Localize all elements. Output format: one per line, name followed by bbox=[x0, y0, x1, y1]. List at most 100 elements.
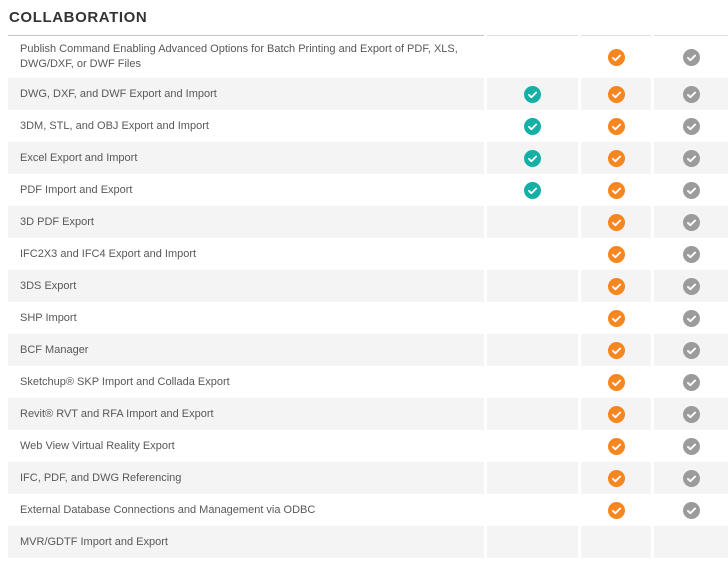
check-cell-column-3 bbox=[654, 430, 728, 462]
feature-cell: Publish Command Enabling Advanced Option… bbox=[8, 36, 484, 78]
check-circle-gray-icon bbox=[682, 501, 700, 519]
table-row: Web View Virtual Reality Export bbox=[8, 430, 728, 462]
feature-cell: External Database Connections and Manage… bbox=[8, 494, 484, 526]
check-cell-column-3 bbox=[654, 110, 728, 142]
feature-cell: IFC, PDF, and DWG Referencing bbox=[8, 462, 484, 494]
feature-label: MVR/GDTF Import and Export bbox=[20, 535, 168, 548]
feature-cell: IFC2X3 and IFC4 Export and Import bbox=[8, 238, 484, 270]
check-cell-column-1 bbox=[487, 302, 578, 334]
check-cell-column-1 bbox=[487, 398, 578, 430]
check-cell-column-2 bbox=[581, 36, 651, 78]
feature-label: DWG, DXF, and DWF Export and Import bbox=[20, 87, 217, 100]
feature-label: SHP Import bbox=[20, 311, 77, 324]
table-row: PDF Import and Export bbox=[8, 174, 728, 206]
table-body: Publish Command Enabling Advanced Option… bbox=[8, 36, 728, 558]
check-circle-orange-icon bbox=[607, 245, 625, 263]
check-circle-gray-icon bbox=[682, 373, 700, 391]
check-cell-column-3 bbox=[654, 270, 728, 302]
check-circle-orange-icon bbox=[607, 149, 625, 167]
table-row: MVR/GDTF Import and Export bbox=[8, 526, 728, 558]
check-circle-orange-icon bbox=[607, 469, 625, 487]
feature-table: Publish Command Enabling Advanced Option… bbox=[8, 35, 728, 558]
check-cell-column-3 bbox=[654, 494, 728, 526]
check-cell-column-3 bbox=[654, 398, 728, 430]
check-circle-teal-icon bbox=[524, 181, 541, 199]
check-circle-orange-icon bbox=[607, 85, 625, 103]
check-cell-column-1 bbox=[487, 142, 578, 174]
check-circle-gray-icon bbox=[682, 149, 700, 167]
check-cell-column-3 bbox=[654, 142, 728, 174]
check-cell-column-3 bbox=[654, 174, 728, 206]
header-divider-column-2 bbox=[581, 35, 651, 36]
check-circle-gray-icon bbox=[682, 85, 700, 103]
check-cell-column-1 bbox=[487, 78, 578, 110]
table-row: SHP Import bbox=[8, 302, 728, 334]
feature-label: PDF Import and Export bbox=[20, 183, 133, 196]
check-cell-column-1 bbox=[487, 110, 578, 142]
check-cell-column-2 bbox=[581, 398, 651, 430]
check-circle-orange-icon bbox=[607, 341, 625, 359]
feature-label: 3DM, STL, and OBJ Export and Import bbox=[20, 119, 209, 132]
check-cell-column-2 bbox=[581, 142, 651, 174]
check-circle-gray-icon bbox=[682, 469, 700, 487]
check-cell-column-1 bbox=[487, 36, 578, 78]
check-circle-orange-icon bbox=[607, 213, 625, 231]
table-row: Sketchup® SKP Import and Collada Export bbox=[8, 366, 728, 398]
check-cell-column-2 bbox=[581, 526, 651, 558]
table-row: Revit® RVT and RFA Import and Export bbox=[8, 398, 728, 430]
feature-cell: Excel Export and Import bbox=[8, 142, 484, 174]
table-row: Excel Export and Import bbox=[8, 142, 728, 174]
table-row: External Database Connections and Manage… bbox=[8, 494, 728, 526]
feature-cell: Sketchup® SKP Import and Collada Export bbox=[8, 366, 484, 398]
feature-label: Revit® RVT and RFA Import and Export bbox=[20, 407, 214, 420]
feature-label: Excel Export and Import bbox=[20, 151, 138, 164]
feature-label: 3D PDF Export bbox=[20, 215, 94, 228]
check-cell-column-3 bbox=[654, 238, 728, 270]
check-cell-column-1 bbox=[487, 494, 578, 526]
check-cell-column-2 bbox=[581, 110, 651, 142]
check-cell-column-2 bbox=[581, 78, 651, 110]
check-cell-column-1 bbox=[487, 334, 578, 366]
feature-cell: MVR/GDTF Import and Export bbox=[8, 526, 484, 558]
check-circle-orange-icon bbox=[607, 405, 625, 423]
check-cell-column-3 bbox=[654, 462, 728, 494]
check-circle-orange-icon bbox=[607, 277, 625, 295]
header-divider-feature bbox=[8, 35, 484, 36]
table-row: 3DS Export bbox=[8, 270, 728, 302]
check-circle-orange-icon bbox=[607, 309, 625, 327]
check-circle-gray-icon bbox=[682, 48, 700, 66]
check-cell-column-1 bbox=[487, 526, 578, 558]
table-row: Publish Command Enabling Advanced Option… bbox=[8, 36, 728, 78]
check-cell-column-1 bbox=[487, 206, 578, 238]
check-cell-column-2 bbox=[581, 494, 651, 526]
feature-cell: BCF Manager bbox=[8, 334, 484, 366]
check-cell-column-2 bbox=[581, 174, 651, 206]
check-circle-orange-icon bbox=[607, 181, 625, 199]
feature-cell: Web View Virtual Reality Export bbox=[8, 430, 484, 462]
check-circle-teal-icon bbox=[524, 85, 541, 103]
check-cell-column-3 bbox=[654, 366, 728, 398]
check-circle-orange-icon bbox=[607, 437, 625, 455]
check-cell-column-3 bbox=[654, 302, 728, 334]
check-cell-column-1 bbox=[487, 238, 578, 270]
check-cell-column-2 bbox=[581, 366, 651, 398]
feature-label: External Database Connections and Manage… bbox=[20, 503, 316, 516]
feature-label: IFC, PDF, and DWG Referencing bbox=[20, 471, 182, 484]
table-row: 3DM, STL, and OBJ Export and Import bbox=[8, 110, 728, 142]
table-row: IFC2X3 and IFC4 Export and Import bbox=[8, 238, 728, 270]
section-title: COLLABORATION bbox=[9, 9, 148, 26]
check-cell-column-2 bbox=[581, 206, 651, 238]
feature-label: Web View Virtual Reality Export bbox=[20, 439, 175, 452]
check-cell-column-1 bbox=[487, 430, 578, 462]
check-circle-teal-icon bbox=[524, 149, 541, 167]
check-circle-orange-icon bbox=[607, 373, 625, 391]
check-circle-gray-icon bbox=[682, 277, 700, 295]
check-cell-column-2 bbox=[581, 462, 651, 494]
feature-label: Sketchup® SKP Import and Collada Export bbox=[20, 375, 230, 388]
check-cell-column-3 bbox=[654, 206, 728, 238]
feature-cell: 3DM, STL, and OBJ Export and Import bbox=[8, 110, 484, 142]
check-cell-column-3 bbox=[654, 334, 728, 366]
check-cell-column-1 bbox=[487, 462, 578, 494]
check-cell-column-2 bbox=[581, 238, 651, 270]
feature-cell: SHP Import bbox=[8, 302, 484, 334]
